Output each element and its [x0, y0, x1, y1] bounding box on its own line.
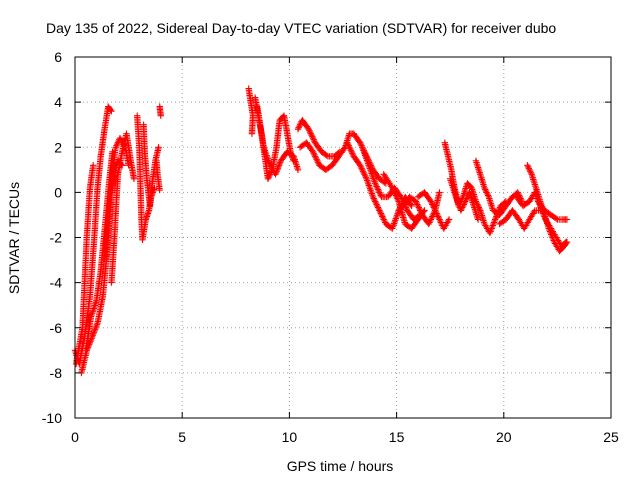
y-tick-label: -2 [50, 230, 63, 246]
x-tick-label: 5 [178, 429, 186, 445]
x-tick-label: 15 [389, 429, 405, 445]
x-tick-label: 10 [282, 429, 298, 445]
y-tick-label: 6 [54, 49, 62, 65]
x-axis-label: GPS time / hours [287, 458, 394, 474]
data-series [71, 85, 571, 377]
y-tick-label: 4 [54, 94, 62, 110]
grid [75, 57, 611, 418]
y-tick-label: -8 [50, 365, 63, 381]
y-tick-label: 2 [54, 139, 62, 155]
y-tick-label: -4 [50, 275, 63, 291]
x-tick-label: 0 [71, 429, 79, 445]
y-tick-label: 0 [54, 184, 62, 200]
x-tick-label: 25 [603, 429, 619, 445]
chart-title: Day 135 of 2022, Sidereal Day-to-day VTE… [46, 20, 556, 36]
axis-ticks: 0 5 10 15 20 25 -10 -8 -6 -4 -2 0 2 4 6 [42, 49, 619, 445]
y-tick-label: -6 [50, 320, 63, 336]
y-tick-label: -10 [42, 410, 62, 426]
data-points [71, 85, 571, 377]
x-tick-label: 20 [496, 429, 512, 445]
y-axis-label: SDTVAR / TECUs [6, 182, 22, 294]
